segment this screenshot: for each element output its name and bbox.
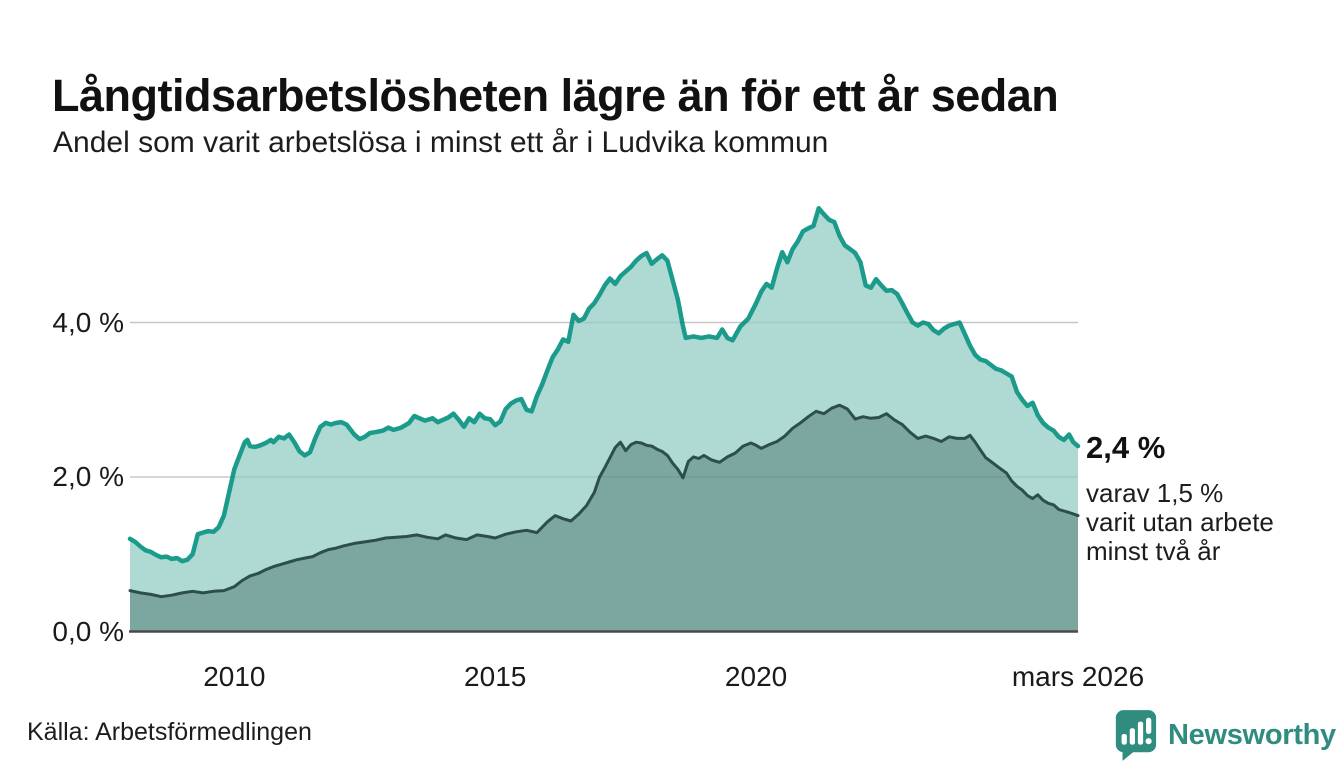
latest-value-label: 2,4 % — [1086, 430, 1166, 465]
detail-line-2: varit utan arbete — [1086, 507, 1274, 537]
x-axis-label-2015: 2015 — [464, 661, 527, 692]
gridlines-overlay — [130, 321, 1078, 478]
detail-line-3: minst två år — [1086, 536, 1221, 566]
source-attribution: Källa: Arbetsförmedlingen — [27, 718, 312, 746]
x-axis-label-2020: 2020 — [724, 661, 788, 692]
chart-areas — [127, 205, 1081, 632]
bar-chart-speech-bubble-icon — [1115, 710, 1157, 761]
newsworthy-logo: Newsworthy — [1112, 706, 1336, 764]
y-axis-label-2: 2,0 % — [52, 461, 124, 492]
latest-value-detail: varav 1,5 % varit utan arbete minst två … — [1086, 479, 1274, 566]
page-title: Långtidsarbetslösheten lägre än för ett … — [52, 70, 1059, 122]
detail-line-1: varav 1,5 % — [1086, 478, 1224, 508]
x-axis-label-mars-2026: mars 2026 — [1011, 661, 1145, 692]
chart-subtitle: Andel som varit arbetslösa i minst ett å… — [53, 126, 829, 159]
brand-name: Newsworthy — [1168, 718, 1336, 751]
x-axis-label-2010: 2010 — [203, 661, 266, 692]
y-axis-label-0: 0,0 % — [52, 615, 124, 647]
y-axis-label-4: 4,0 % — [52, 306, 124, 338]
